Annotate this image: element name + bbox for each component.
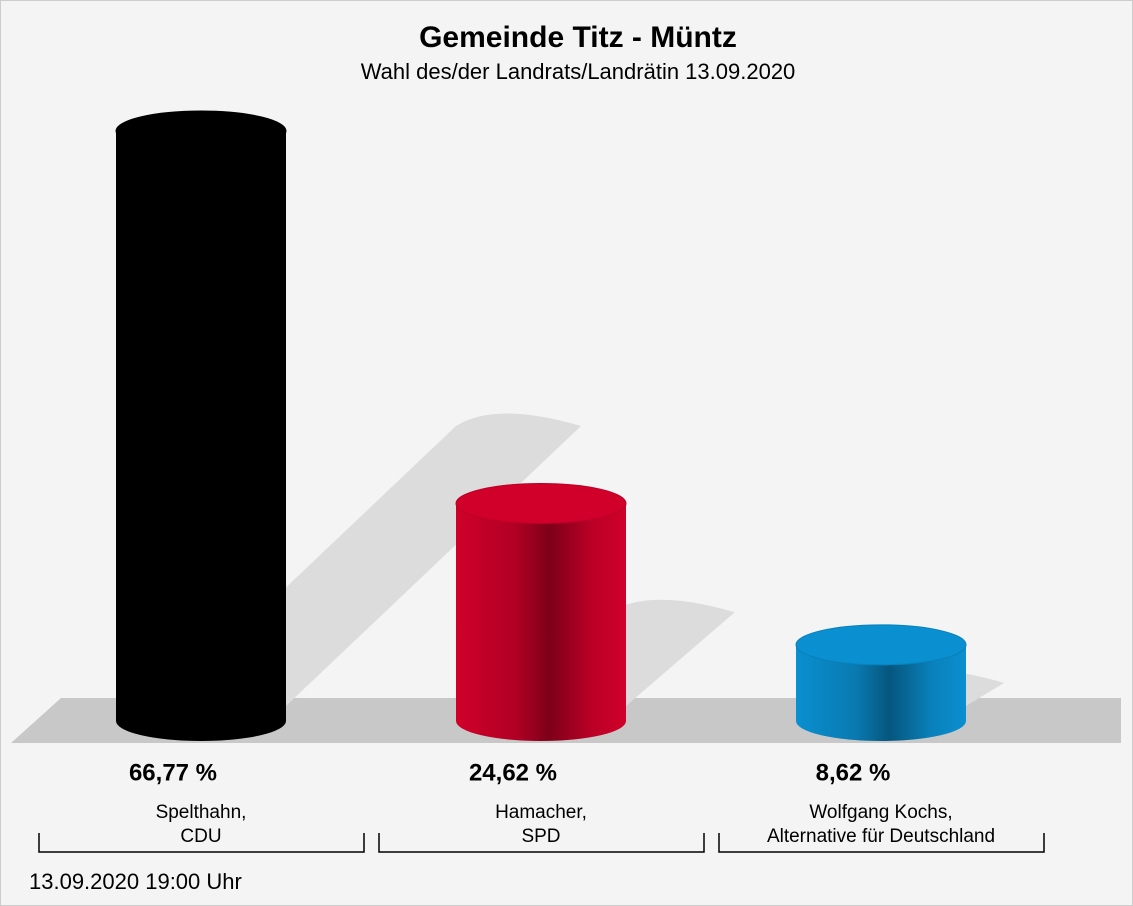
category-bracket bbox=[718, 833, 1045, 853]
bar-body bbox=[116, 131, 286, 741]
category-label: Spelthahn, CDU bbox=[155, 802, 247, 847]
footnote: 13.09.2020 19:00 Uhr bbox=[29, 869, 242, 894]
chart-title: Gemeinde Titz - Müntz bbox=[419, 21, 737, 54]
category-bracket bbox=[378, 833, 705, 853]
category-label: Wolfgang Kochs, Alternative für Deutschl… bbox=[766, 802, 996, 847]
category-bracket bbox=[38, 833, 365, 853]
bar-top bbox=[455, 482, 627, 524]
category-label: Hamacher, SPD bbox=[495, 802, 587, 847]
bar-body bbox=[456, 503, 626, 741]
value-label: 24,62 % bbox=[469, 759, 557, 786]
bar-top bbox=[795, 624, 967, 666]
chart-subtitle: Wahl des/der Landrats/Landrätin 13.09.20… bbox=[361, 59, 796, 84]
value-label: 8,62 % bbox=[816, 759, 891, 786]
bar-body bbox=[796, 644, 966, 741]
bar-top bbox=[115, 110, 287, 152]
value-label: 66,77 % bbox=[129, 759, 217, 786]
